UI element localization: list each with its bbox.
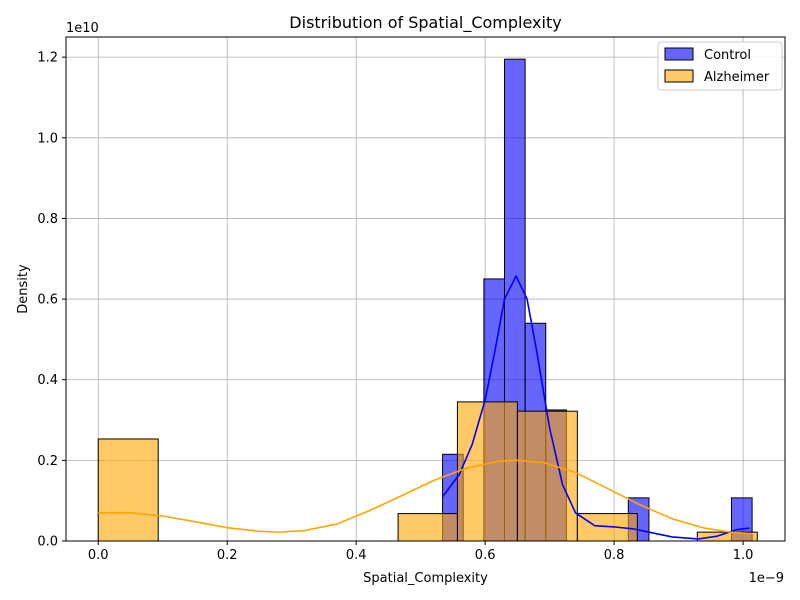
bars-layer: [97, 58, 758, 542]
legend-swatch-control: [664, 47, 694, 61]
x-tick-label: 0.8: [604, 548, 625, 563]
plot-frame: [65, 36, 786, 542]
chart-title: Distribution of Spatial_Complexity: [289, 13, 561, 33]
y-tick-label: 1.0: [37, 131, 58, 146]
bar-alzheimer: [516, 410, 578, 542]
legend: Control Alzheimer: [657, 41, 783, 91]
x-offset-label: 1e−9: [749, 571, 784, 586]
y-offset-label: 1e10: [66, 21, 99, 36]
y-tick-label: 0.0: [37, 535, 58, 550]
ticks-layer: 0.0 0.2 0.4 0.6 0.8 1.0 0.0 0.2 0.4 0.6 0.8 1.0 1.2: [37, 51, 753, 563]
kde-line-alzheimer: [98, 459, 753, 535]
grid-layer: [66, 37, 785, 542]
x-tick-label: 0.0: [88, 548, 109, 563]
bar-alzheimer: [576, 513, 638, 542]
y-tick-label: 0.2: [37, 454, 58, 469]
legend-label-alzheimer: Alzheimer: [704, 70, 770, 85]
bar-alzheimer: [97, 438, 159, 542]
y-axis-label: Density: [16, 264, 31, 314]
x-axis-label: Spatial_Complexity: [363, 571, 488, 586]
x-tick-label: 0.6: [475, 548, 496, 563]
bar-alzheimer: [397, 513, 458, 542]
kde-layer: [98, 275, 753, 540]
x-tick-label: 0.4: [346, 548, 367, 563]
legend-swatch-alzheimer: [664, 69, 694, 83]
y-tick-label: 0.6: [37, 293, 58, 308]
y-tick-label: 0.4: [37, 373, 58, 388]
x-tick-label: 1.0: [733, 548, 754, 563]
kde-line-control: [441, 275, 750, 540]
x-tick-label: 0.2: [217, 548, 238, 563]
legend-label-control: Control: [704, 48, 751, 63]
y-tick-label: 1.2: [37, 51, 58, 66]
y-tick-label: 0.8: [37, 212, 58, 227]
bar-alzheimer: [456, 401, 518, 542]
